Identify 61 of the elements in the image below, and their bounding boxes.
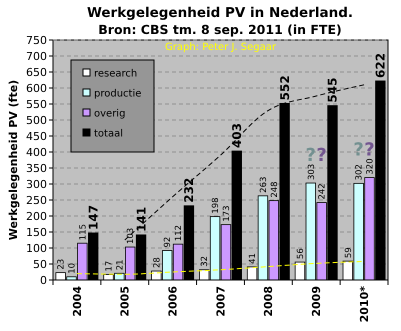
data-label: 103 [126, 228, 136, 244]
data-label: 28 [152, 257, 162, 268]
y-tick-label: 100 [26, 242, 47, 255]
data-label: 41 [248, 253, 258, 264]
legend-label: productie [94, 88, 142, 100]
data-label: 92 [163, 236, 174, 248]
data-label: 198 [211, 197, 222, 214]
annotation: Graph: Peter J. Segaar [165, 42, 277, 53]
y-tick-label: 450 [26, 130, 47, 143]
data-label: 302 [354, 164, 365, 180]
y-tick-label: 150 [26, 226, 47, 239]
data-label: 17 [104, 260, 114, 272]
y-tick-label: 650 [26, 66, 47, 79]
y-tick-label: 400 [26, 146, 47, 159]
data-label: 112 [174, 224, 184, 242]
data-label: 263 [258, 176, 269, 193]
data-label: 552 [278, 75, 292, 100]
y-tick-label: 600 [26, 82, 47, 95]
y-tick-label: 250 [26, 194, 47, 207]
x-tick-label: 2004 [70, 286, 84, 317]
y-tick-label: 50 [33, 258, 47, 271]
legend-label: overig [94, 108, 126, 120]
data-label: 248 [270, 181, 280, 198]
x-tick-label: 2009 [310, 286, 324, 317]
data-label: 21 [115, 259, 126, 270]
legend-label: research [94, 68, 138, 80]
data-label: 173 [222, 205, 232, 222]
data-label: 23 [56, 258, 67, 270]
y-tick-label: 200 [26, 210, 47, 223]
annotation: ? [316, 145, 327, 166]
y-tick-label: 750 [26, 34, 47, 47]
data-label: 115 [78, 224, 88, 240]
data-label: 141 [134, 206, 148, 232]
y-tick-label: 550 [26, 98, 47, 111]
data-label: 545 [326, 78, 340, 103]
legend-label: totaal [94, 128, 123, 140]
data-label: 303 [306, 164, 317, 180]
chart-title: Werkgelegenheid PV in Nederland. [86, 5, 354, 21]
x-tick-label: 2006 [166, 286, 180, 317]
data-label: 32 [200, 256, 210, 267]
data-label: 147 [86, 204, 100, 230]
x-tick-label: 2007 [214, 286, 228, 317]
annotation: ? [353, 140, 364, 161]
y-tick-label: 0 [40, 274, 47, 287]
x-tick-label: 2008 [262, 286, 276, 317]
y-tick-label: 350 [26, 162, 47, 175]
data-label: 242 [318, 183, 328, 200]
y-tick-label: 500 [26, 114, 47, 127]
x-tick-label: 2010* [358, 286, 371, 322]
data-label: 320 [365, 158, 376, 175]
y-tick-label: 300 [26, 178, 47, 191]
data-label: 232 [182, 178, 196, 203]
y-tick-label: 700 [26, 50, 47, 63]
data-label: 56 [296, 248, 306, 260]
x-tick-label: 2005 [118, 286, 132, 317]
data-label: 10 [67, 262, 78, 274]
data-label: 59 [344, 247, 354, 258]
data-label: 622 [374, 52, 388, 78]
y-axis-title: Werkgelegenheid PV (fte) [6, 80, 20, 240]
chart-subtitle: Bron: CBS tm. 8 sep. 2011 (in FTE) [98, 22, 342, 37]
data-label: 403 [230, 122, 244, 148]
